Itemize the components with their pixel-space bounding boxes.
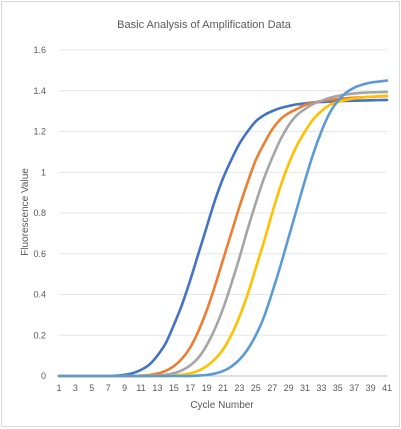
y-tick-label: 0 [41, 371, 46, 381]
y-axis-label: Fluorescence Value [20, 168, 31, 256]
x-tick-label: 27 [267, 383, 277, 393]
y-tick-label: 1.2 [33, 127, 46, 137]
series-lines [57, 79, 389, 378]
series-line-3 [57, 90, 389, 378]
y-tick-label: 1.4 [33, 86, 46, 96]
series-line-4 [57, 94, 389, 378]
y-tick-label: 0.4 [33, 290, 46, 300]
x-tick-label: 17 [185, 383, 195, 393]
x-tick-label: 41 [382, 383, 392, 393]
x-tick-label: 35 [333, 383, 343, 393]
x-tick-label: 9 [122, 383, 127, 393]
x-tick-label: 3 [73, 383, 78, 393]
x-tick-label: 5 [89, 383, 94, 393]
chart-title: Basic Analysis of Amplification Data [117, 19, 292, 31]
gridlines [59, 49, 387, 377]
x-tick-label: 15 [169, 383, 179, 393]
x-tick-labels: 1 3 5 7 9 11 13 15 17 19 21 23 25 27 29 31 33 35 37 39 41 [56, 383, 392, 393]
x-tick-label: 37 [349, 383, 359, 393]
series-line-2 [57, 94, 389, 378]
x-tick-label: 21 [218, 383, 228, 393]
x-tick-label: 33 [316, 383, 326, 393]
x-tick-label: 31 [300, 383, 310, 393]
x-tick-label: 29 [284, 383, 294, 393]
y-tick-label: 0.8 [33, 208, 46, 218]
x-tick-label: 23 [234, 383, 244, 393]
x-tick-label: 39 [366, 383, 376, 393]
x-tick-label: 19 [202, 383, 212, 393]
y-tick-label: 0.6 [33, 249, 46, 259]
y-tick-label: 1.6 [33, 45, 46, 55]
x-tick-label: 13 [152, 383, 162, 393]
series-line-1 [57, 98, 389, 378]
x-tick-label: 7 [106, 383, 111, 393]
x-tick-label: 25 [251, 383, 261, 393]
y-tick-label: 0.2 [33, 330, 46, 340]
x-tick-label: 1 [56, 383, 61, 393]
y-tick-labels: 0 0.2 0.4 0.6 0.8 1 1.2 1.4 1.6 [33, 45, 46, 381]
x-axis-label: Cycle Number [190, 400, 254, 411]
series-line-5 [57, 79, 389, 378]
y-tick-label: 1 [41, 167, 46, 177]
x-tick-label: 11 [136, 383, 145, 393]
